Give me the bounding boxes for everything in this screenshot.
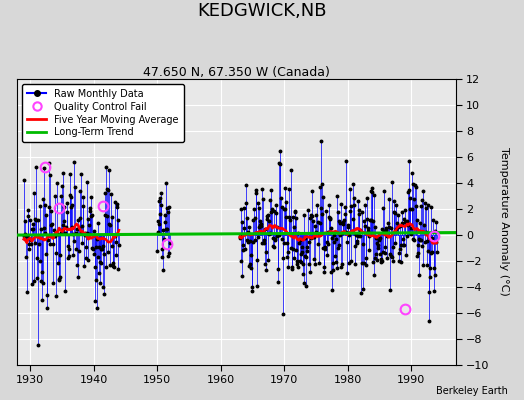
Text: KEDGWICK,NB: KEDGWICK,NB: [197, 2, 327, 20]
Text: Berkeley Earth: Berkeley Earth: [436, 386, 508, 396]
Title: 47.650 N, 67.350 W (Canada): 47.650 N, 67.350 W (Canada): [143, 66, 330, 79]
Legend: Raw Monthly Data, Quality Control Fail, Five Year Moving Average, Long-Term Tren: Raw Monthly Data, Quality Control Fail, …: [22, 84, 183, 142]
Y-axis label: Temperature Anomaly (°C): Temperature Anomaly (°C): [499, 148, 509, 296]
